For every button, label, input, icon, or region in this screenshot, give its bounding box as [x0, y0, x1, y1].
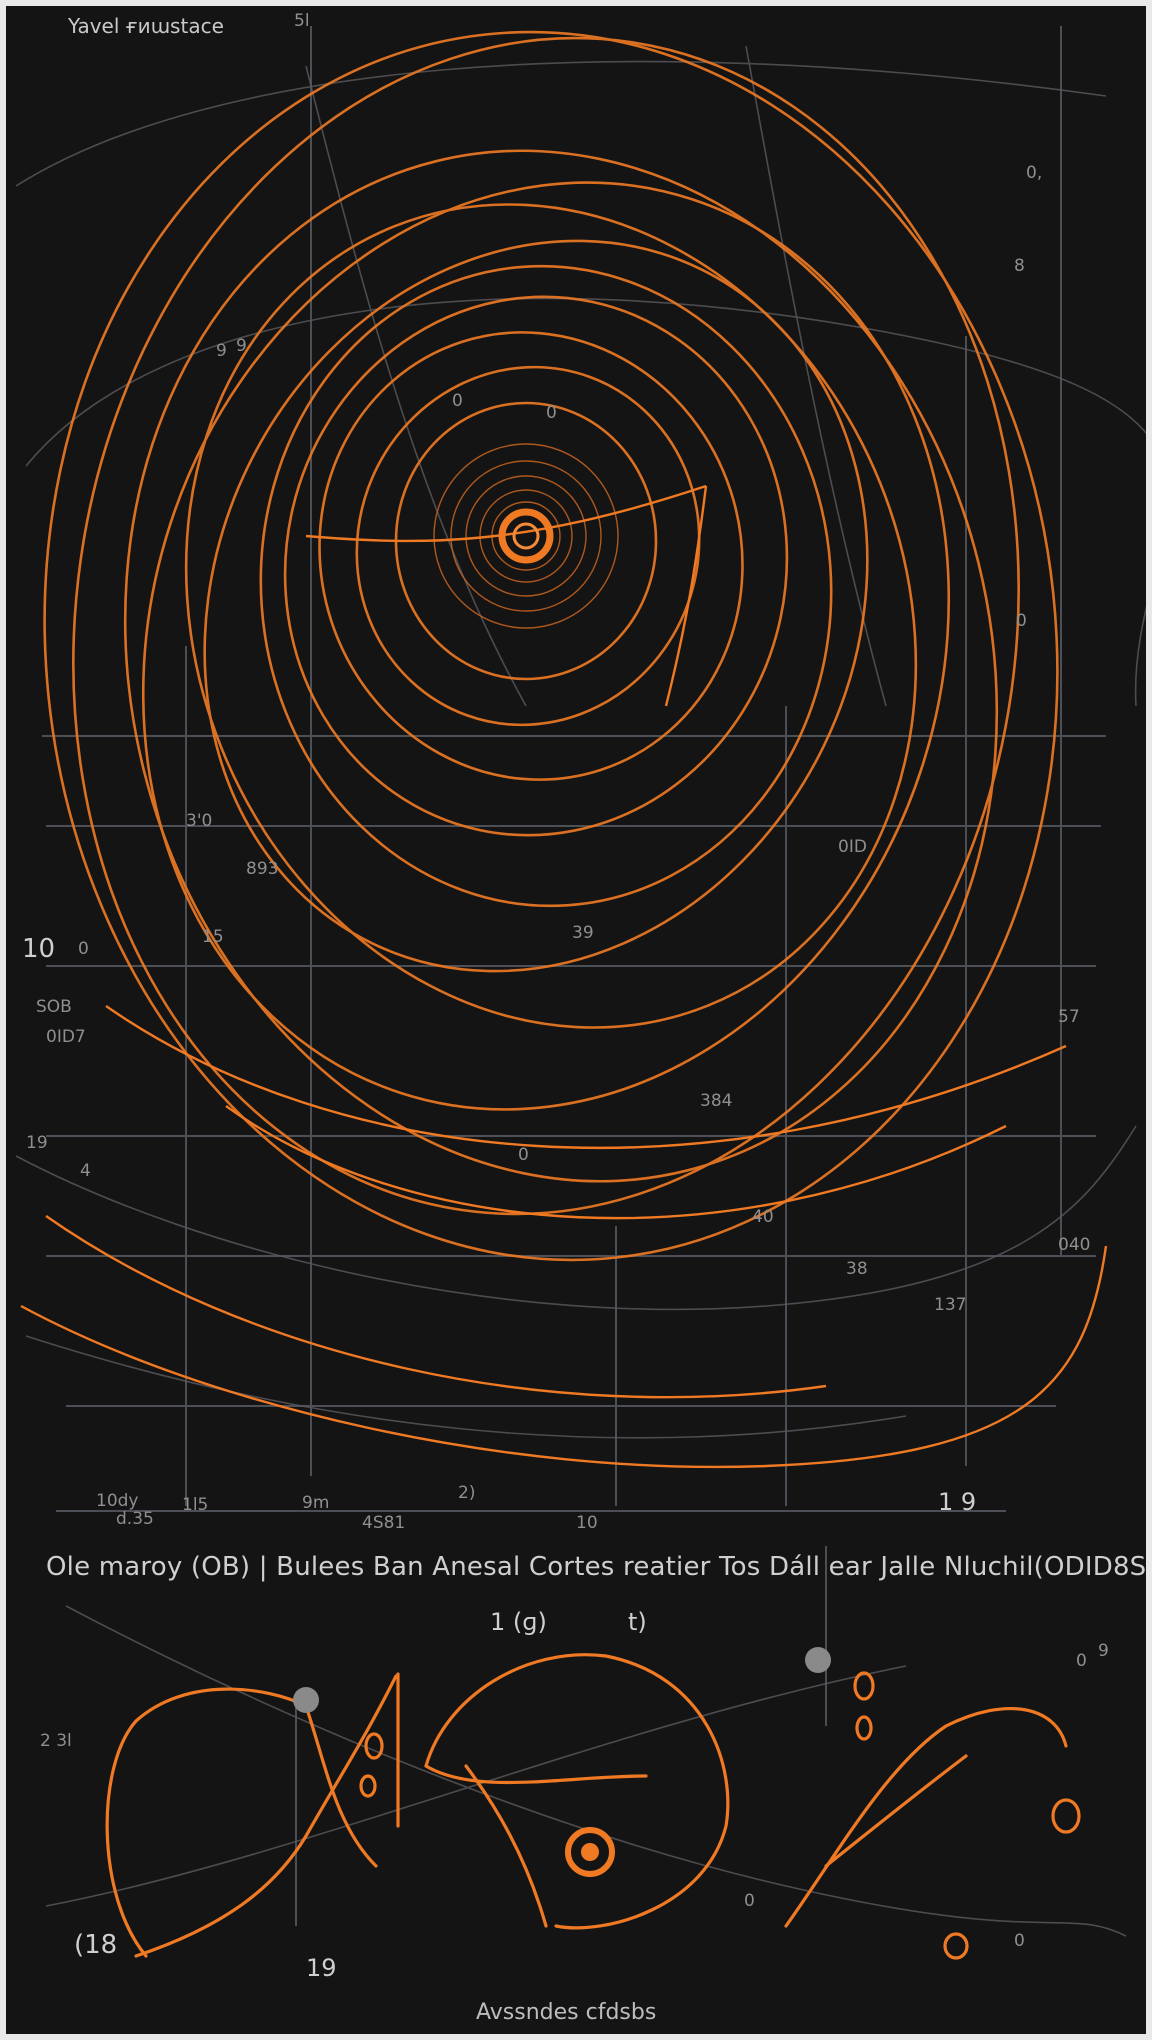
scribble-label: 0ID [838, 837, 867, 857]
right-mark-label: 1 9 [938, 1488, 977, 1516]
scribble-label: 2) [458, 1483, 475, 1503]
scribble-label: d.35 [116, 1509, 154, 1529]
scribble-label: 2 3l [40, 1731, 72, 1751]
scribble-label: 0 [1076, 1651, 1087, 1671]
mid-label-left: 1 (ɡ) [490, 1608, 547, 1636]
scribble-label: 10dy [96, 1491, 138, 1511]
scribble-label: 0 [1016, 611, 1027, 631]
faint-contour-lines [15, 45, 1146, 1937]
scribble-label: 10 [576, 1513, 598, 1533]
scribble-label: 5l [294, 11, 310, 31]
scribble-label: 39 [572, 923, 594, 943]
scribble-label: 19 [26, 1133, 48, 1153]
orbital-diagram-artwork: 5l90,908003ꞌ0893150SOB0ID739384040381375… [15, 11, 1146, 1960]
central-core [498, 508, 554, 564]
lower-curves [105, 1653, 1081, 1960]
scribble-label: 38 [846, 1259, 868, 1279]
bottom-center-label: 19 [306, 1954, 337, 1982]
scribble-label: 8 [1014, 256, 1025, 276]
scribble-label: 15 [202, 927, 224, 947]
scribble-label: 9 [1098, 1641, 1109, 1661]
scribble-label: 40 [752, 1207, 774, 1227]
scribble-label: 0 [1014, 1931, 1025, 1951]
artwork-canvas: 5l 9 0, 9 0 8 0 0 3ꞌ0 893 15 0 SOB 0ID7 39 384 0 40 38 137 5… [6, 6, 1146, 2034]
figure-caption: Ole maroy (OB) | Bulees Ban Anesal Corte… [46, 1552, 1146, 1582]
scribble-label: 0 [546, 403, 557, 423]
scribble-label: 040 [1058, 1235, 1090, 1255]
scribble-label: 4 [80, 1161, 91, 1181]
scribble-label: 0, [1026, 163, 1042, 183]
scribble-label: 0 [452, 391, 463, 411]
scribble-label: 9m [302, 1493, 329, 1513]
markers [293, 1647, 831, 1713]
side-number-label: 10 [22, 934, 56, 964]
scribble-label: 137 [934, 1295, 966, 1315]
scribble-label: 893 [246, 859, 278, 879]
scribble-label: 4S81 [362, 1513, 405, 1533]
inner-vortex [433, 443, 619, 629]
spiral-arms [20, 484, 1108, 1469]
scribble-label: 3ꞌ0 [186, 811, 212, 831]
scribble-label: 0 [744, 1891, 755, 1911]
orbit-rings [43, 30, 1059, 1262]
scribble-label: 0 [518, 1145, 529, 1165]
scribble-label: 384 [700, 1091, 732, 1111]
scribble-label: 9 [236, 336, 247, 356]
page-title: Yavel ғиɯstace [68, 14, 224, 38]
scribble-label: 1l5 [182, 1495, 208, 1515]
mid-label-right: t) [628, 1608, 647, 1636]
scribble-label: 0 [78, 939, 89, 959]
bottom-left-label: (18 [74, 1930, 118, 1960]
scribble-labels: 5l90,908003ꞌ0893150SOB0ID739384040381375… [26, 11, 1109, 1951]
scribble-label: 9 [216, 341, 227, 361]
scribble-label: SOB [36, 997, 72, 1017]
footer-caption: Avssndes cfdsbs [476, 2000, 657, 2025]
scribble-label: 0ID7 [46, 1027, 86, 1047]
scribble-label: 57 [1058, 1007, 1080, 1027]
lower-core [565, 1827, 615, 1877]
grid-lines [42, 26, 1106, 1926]
